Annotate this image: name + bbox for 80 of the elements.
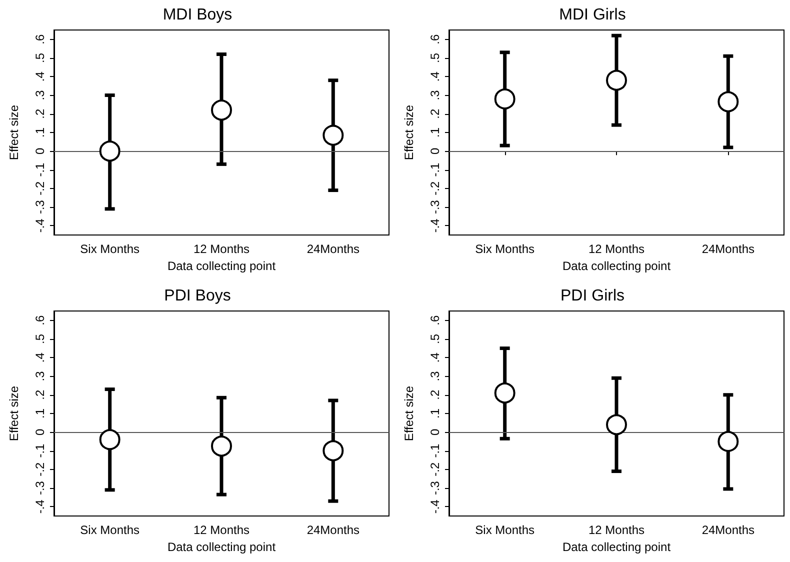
x-tick-label: 12 Months — [193, 523, 250, 537]
y-tick-label: -.2 — [33, 462, 47, 476]
x-axis-title: Data collecting point — [167, 540, 276, 554]
y-tick-label: -.1 — [33, 443, 47, 458]
y-axis-title: Effect size — [7, 386, 21, 442]
x-tick-label: Six Months — [475, 523, 535, 537]
x-tick-label: 24Months — [306, 523, 360, 537]
point — [322, 440, 344, 462]
point — [718, 91, 739, 112]
point — [211, 100, 232, 121]
y-tick-label: .3 — [33, 370, 47, 382]
y-tick-label: -.3 — [33, 200, 47, 214]
y-tick-label: .3 — [33, 90, 47, 100]
y-tick-label: .3 — [428, 90, 442, 100]
y-tick-label: -.1 — [428, 162, 442, 177]
y-tick-label: .3 — [428, 370, 442, 382]
y-tick-label: -.2 — [428, 462, 442, 476]
x-tick-label: 24Months — [702, 242, 755, 256]
chart-title: PDI Girls — [560, 288, 624, 304]
x-tick-label: 24Months — [306, 242, 360, 256]
y-tick-label: 0 — [33, 428, 47, 436]
x-tick-label: Six Months — [80, 523, 140, 537]
y-tick-label: .4 — [428, 71, 442, 82]
x-tick-label: 24Months — [702, 523, 755, 537]
point — [99, 429, 120, 450]
x-axis-title: Data collecting point — [167, 259, 276, 273]
y-tick-label: .4 — [33, 71, 47, 82]
y-tick-label: .5 — [33, 334, 47, 344]
y-tick-label: -.1 — [33, 162, 47, 177]
y-tick-label: .2 — [428, 390, 442, 400]
y-tick-label: -.4 — [33, 218, 47, 233]
y-tick-label: .6 — [33, 34, 47, 44]
point — [322, 124, 344, 146]
y-tick-label: .2 — [33, 390, 47, 400]
y-tick-label: -.4 — [33, 499, 47, 514]
point — [494, 88, 516, 110]
point — [99, 140, 120, 162]
x-tick-label: Six Months — [80, 242, 140, 256]
point — [494, 382, 516, 404]
y-tick-label: -.2 — [33, 181, 47, 196]
chart-title: PDI Boys — [164, 288, 231, 304]
y-tick-label: -.4 — [428, 499, 442, 514]
x-tick-label: 12 Months — [588, 242, 645, 256]
y-axis-title: Effect size — [7, 104, 21, 160]
x-axis-title: Data collecting point — [562, 540, 672, 554]
y-tick-label: .4 — [428, 352, 442, 363]
x-tick-label: 12 Months — [193, 242, 250, 256]
y-tick-label: .1 — [33, 408, 47, 419]
y-tick-label: .2 — [428, 108, 442, 119]
y-tick-label: -.4 — [428, 218, 442, 233]
y-tick-label: .5 — [33, 52, 47, 63]
y-tick-label: 0 — [428, 147, 442, 154]
y-tick-label: -.3 — [33, 480, 47, 496]
y-tick-label: 0 — [428, 428, 442, 436]
y-tick-label: -.2 — [428, 181, 442, 196]
x-tick-label: Six Months — [475, 242, 535, 256]
y-tick-label: .6 — [428, 314, 442, 326]
y-axis-title: Effect size — [402, 104, 416, 160]
y-tick-label: -.1 — [428, 443, 442, 458]
y-tick-label: .5 — [428, 52, 442, 63]
y-axis-title: Effect size — [402, 386, 416, 442]
y-tick-label: .1 — [428, 408, 442, 419]
y-tick-label: .2 — [33, 108, 47, 119]
point — [606, 414, 627, 436]
y-tick-label: .6 — [428, 34, 442, 44]
x-tick-label: 12 Months — [588, 523, 645, 537]
x-axis-title: Data collecting point — [562, 259, 672, 273]
y-tick-label: .6 — [33, 314, 47, 326]
y-tick-label: .1 — [428, 127, 442, 138]
y-tick-label: -.3 — [428, 200, 442, 214]
y-tick-label: .4 — [33, 352, 47, 363]
chart-title: MDI Girls — [559, 6, 626, 24]
y-tick-label: .1 — [33, 127, 47, 138]
point — [211, 436, 232, 457]
y-tick-label: 0 — [33, 147, 47, 154]
y-tick-label: .5 — [428, 334, 442, 344]
y-tick-label: -.3 — [428, 480, 442, 496]
point — [718, 430, 739, 452]
point — [606, 70, 627, 91]
chart-title: MDI Boys — [162, 6, 232, 24]
